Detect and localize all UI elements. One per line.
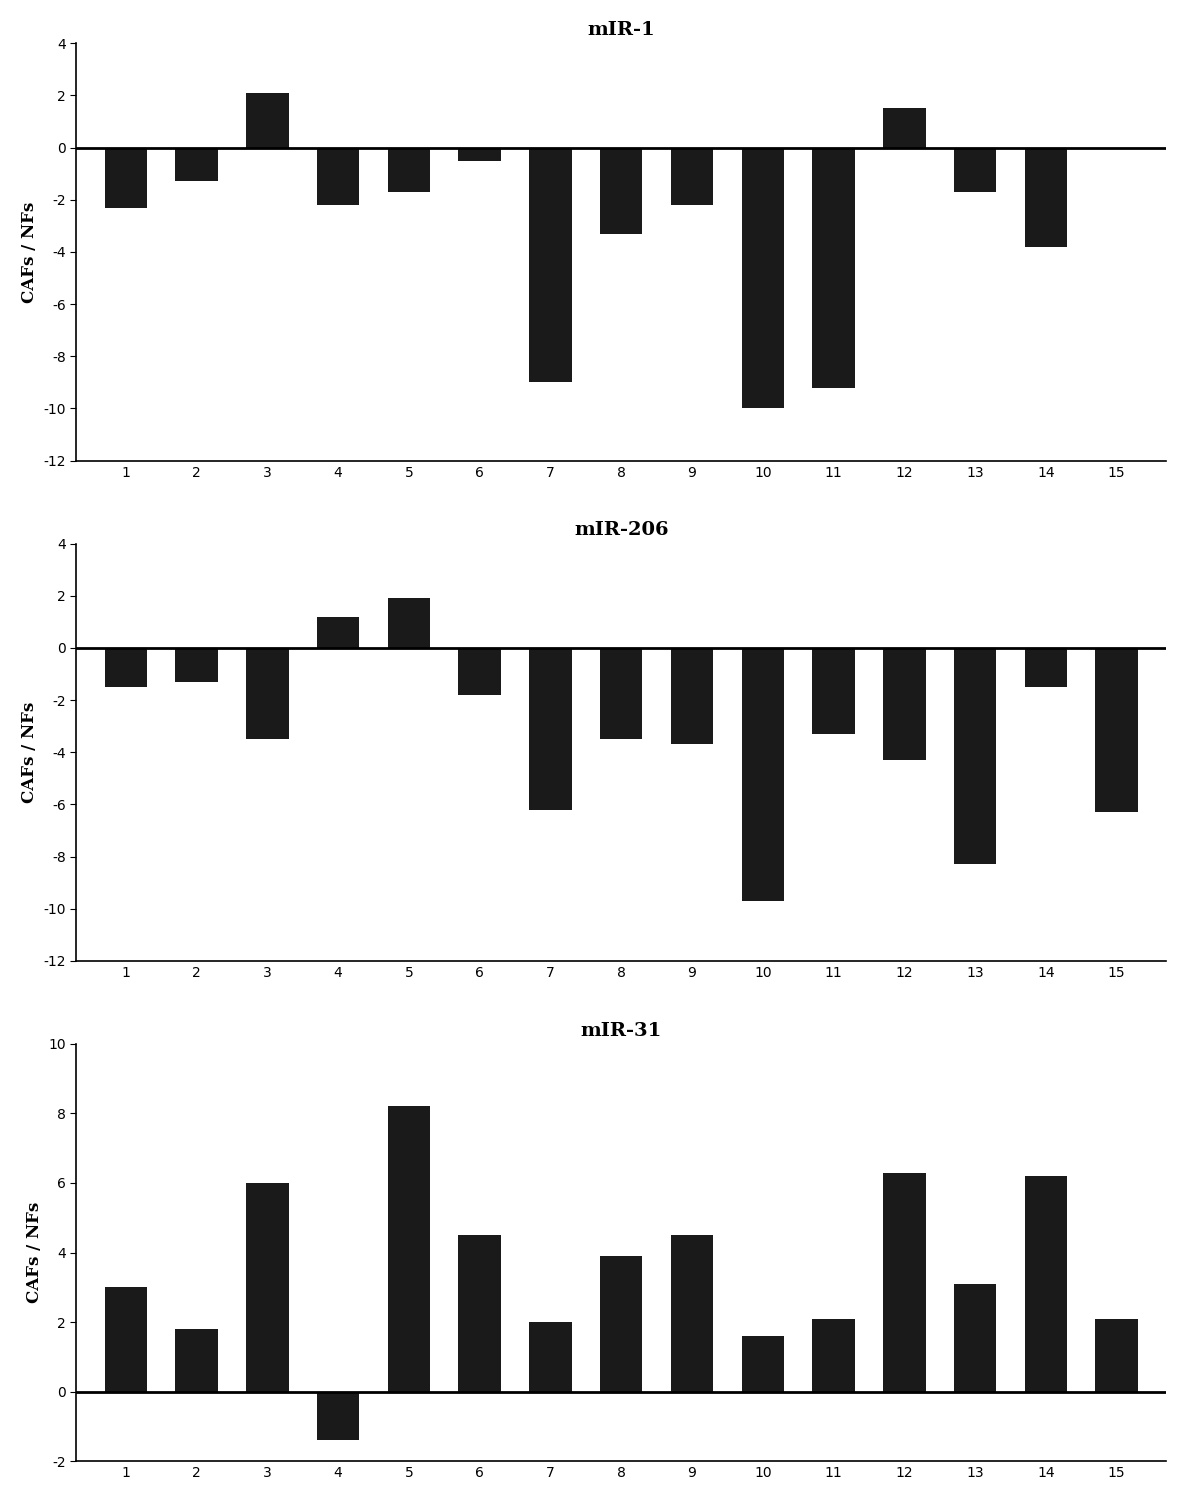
Bar — [1096, 648, 1138, 812]
Bar — [388, 599, 430, 648]
Bar — [104, 147, 147, 207]
Bar — [388, 147, 430, 192]
Bar — [812, 147, 855, 387]
Bar — [529, 648, 572, 809]
Bar — [317, 147, 360, 206]
Bar — [1024, 147, 1067, 246]
Bar — [883, 1172, 926, 1391]
Bar — [742, 648, 783, 901]
Bar — [246, 93, 288, 147]
Bar — [529, 147, 572, 383]
Bar — [742, 1336, 783, 1391]
Bar — [104, 1288, 147, 1391]
Bar — [458, 1235, 501, 1391]
Bar — [812, 1319, 855, 1391]
Bar — [883, 648, 926, 760]
Bar — [176, 147, 218, 182]
Bar — [176, 648, 218, 681]
Bar — [812, 648, 855, 734]
Bar — [529, 1322, 572, 1391]
Bar — [104, 648, 147, 687]
Title: mIR-1: mIR-1 — [588, 21, 655, 39]
Bar — [742, 147, 783, 408]
Bar — [246, 1183, 288, 1391]
Bar — [317, 1391, 360, 1441]
Title: mIR-206: mIR-206 — [575, 521, 668, 539]
Bar — [954, 1283, 996, 1391]
Bar — [246, 648, 288, 738]
Bar — [176, 1328, 218, 1391]
Bar — [599, 147, 642, 234]
Bar — [671, 648, 713, 744]
Bar — [883, 108, 926, 147]
Y-axis label: CAFs / NFs: CAFs / NFs — [21, 201, 38, 303]
Bar — [671, 1235, 713, 1391]
Y-axis label: CAFs / NFs: CAFs / NFs — [26, 1202, 43, 1303]
Bar — [599, 648, 642, 738]
Bar — [458, 147, 501, 161]
Bar — [1096, 1319, 1138, 1391]
Bar — [599, 1256, 642, 1391]
Bar — [954, 147, 996, 192]
Bar — [388, 1106, 430, 1391]
Bar — [317, 617, 360, 648]
Bar — [671, 147, 713, 206]
Bar — [1024, 1175, 1067, 1391]
Bar — [1024, 648, 1067, 687]
Y-axis label: CAFs / NFs: CAFs / NFs — [21, 701, 38, 803]
Bar — [458, 648, 501, 695]
Title: mIR-31: mIR-31 — [580, 1022, 662, 1040]
Bar — [954, 648, 996, 865]
